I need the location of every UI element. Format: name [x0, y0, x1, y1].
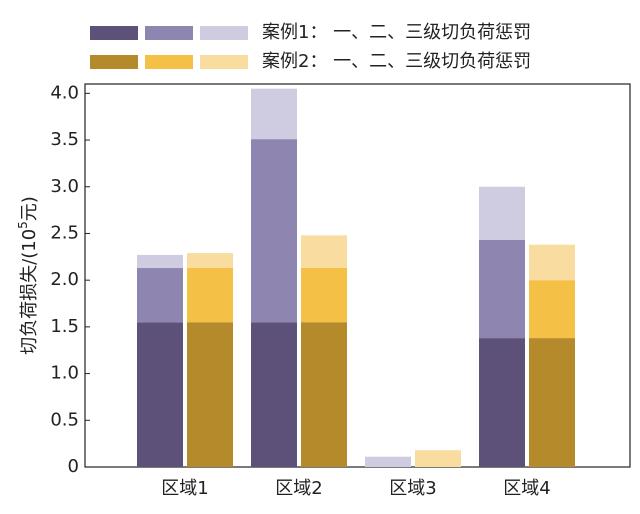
x-tick-label: 区域4 [503, 478, 550, 499]
legend-swatch [200, 55, 248, 69]
y-tick-label: 2.0 [50, 269, 79, 290]
legend-swatch [145, 55, 193, 69]
y-axis-label-part: 元) [19, 196, 40, 221]
bar-segment [365, 456, 411, 467]
y-tick-label: 0.5 [50, 409, 79, 430]
bar-segment [529, 280, 575, 339]
bar-segment [187, 268, 233, 323]
y-axis-label: 切负荷损失/(105元) [16, 196, 41, 355]
bar-segment [479, 186, 525, 241]
bar-segment [301, 235, 347, 269]
legend-label: 案例2： 一、二、三级切负荷惩罚 [262, 51, 531, 72]
bar-segment [301, 322, 347, 467]
bar-segment [137, 254, 183, 269]
y-tick-label: 3.0 [50, 176, 79, 197]
y-tick-label: 1.0 [50, 363, 79, 384]
legend-swatch [145, 26, 193, 40]
legend-swatch [90, 26, 138, 40]
bar-segment [479, 338, 525, 467]
y-tick-label: 0 [68, 456, 79, 477]
x-tick-label: 区域2 [275, 478, 322, 499]
bar-segment [301, 268, 347, 323]
x-tick-label: 区域1 [161, 478, 208, 499]
bar-segment [251, 88, 297, 140]
y-tick-label: 3.5 [50, 129, 79, 150]
bar-segment [137, 268, 183, 323]
y-tick-label: 2.5 [50, 222, 79, 243]
bar-segment [187, 253, 233, 269]
y-axis-label-part: 5 [16, 221, 30, 229]
bar-segment [415, 450, 461, 467]
legend-label: 案例1： 一、二、三级切负荷惩罚 [262, 22, 531, 43]
x-tick-label: 区域3 [389, 478, 436, 499]
legend-swatch [200, 26, 248, 40]
bar-segment [251, 139, 297, 323]
bar-segment [529, 338, 575, 467]
bar-segment [251, 322, 297, 467]
bar-segment [187, 322, 233, 467]
y-tick-label: 4.0 [50, 82, 79, 103]
bar-segment [137, 322, 183, 467]
legend-swatch [90, 55, 138, 69]
bar-segment [479, 240, 525, 339]
y-tick-label: 1.5 [50, 316, 79, 337]
bar-segment [529, 244, 575, 281]
y-axis-label-part: 切负荷损失/(10 [19, 229, 40, 355]
plot-frame [84, 83, 631, 468]
